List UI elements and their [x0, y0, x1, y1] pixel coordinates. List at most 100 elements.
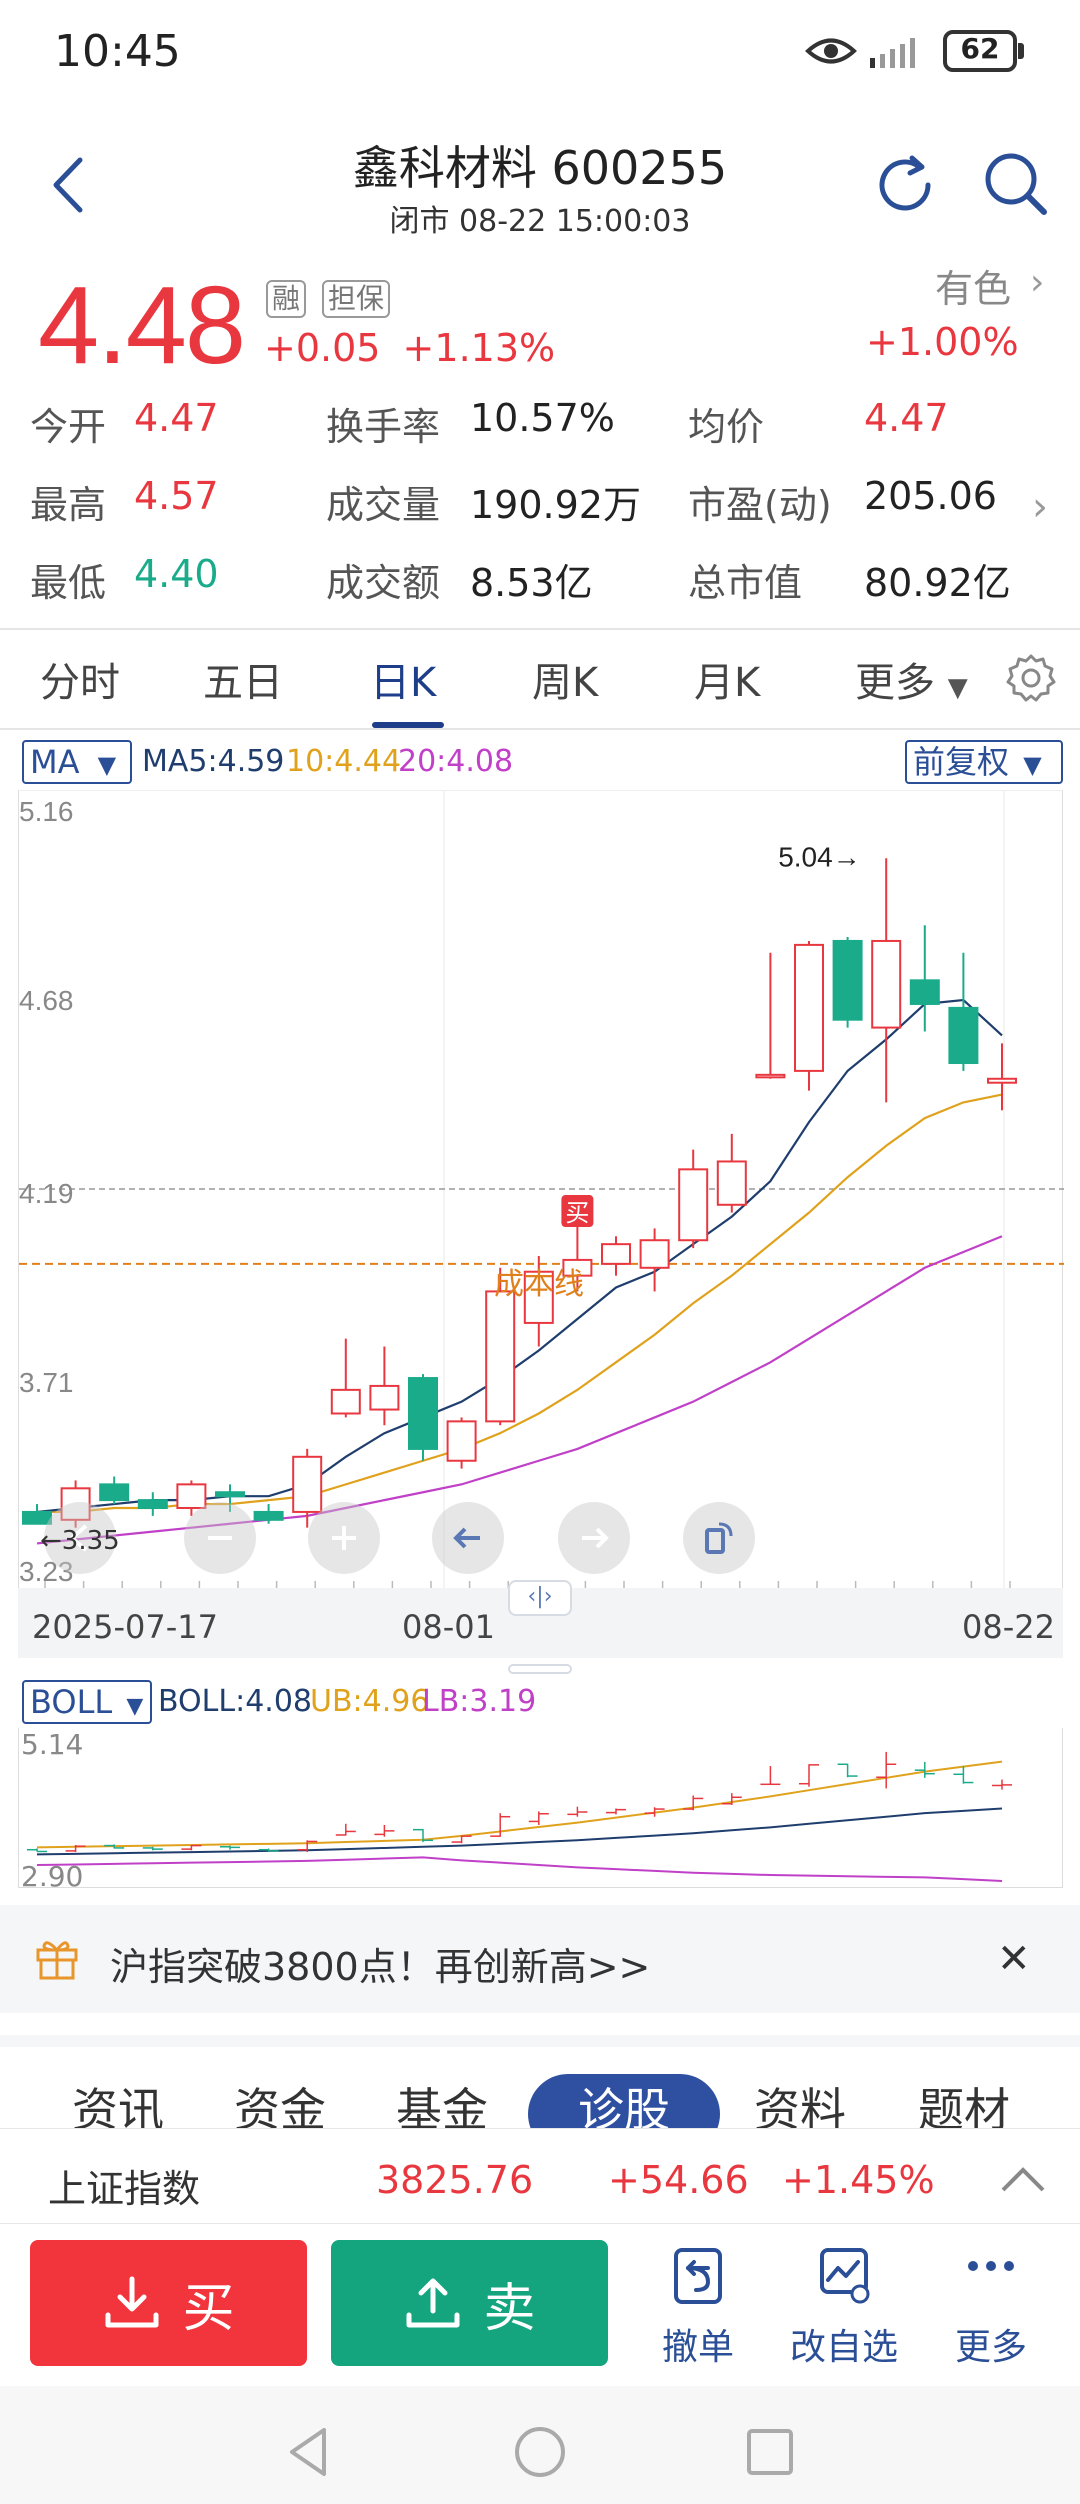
close-icon[interactable]: ✕ [997, 1936, 1031, 1982]
price-change-abs: +0.05 [264, 326, 381, 370]
candle-body [176, 1483, 207, 1509]
candle-body [408, 1377, 438, 1450]
quote-label: 最高 [30, 483, 107, 527]
index-ticker[interactable] [0, 2128, 1080, 2224]
tab-month-k[interactable]: 月K [694, 660, 761, 706]
drag-handle-icon[interactable]: ‹|› [508, 1580, 572, 1616]
cancel-order-button[interactable]: 撤单 [633, 2240, 763, 2368]
eye-icon [805, 36, 857, 66]
candle-body [215, 1491, 245, 1498]
candle-body [601, 1243, 631, 1265]
tab-five-day[interactable]: 五日 [203, 660, 283, 706]
ma-selector[interactable]: MA ▼ [22, 740, 132, 784]
chevron-right-icon[interactable]: › [1030, 262, 1045, 303]
signal-icon [868, 34, 928, 70]
candle-body [60, 1487, 91, 1521]
candle-body [446, 1420, 477, 1462]
quote-value: 190.92万 [470, 483, 641, 527]
chevron-right-icon[interactable]: › [1032, 484, 1048, 530]
subtab-funds-flow[interactable]: 资金 [234, 2083, 326, 2128]
more-button[interactable]: 更多 [926, 2240, 1056, 2368]
gear-icon[interactable] [1005, 652, 1057, 704]
date-mid: 08-01 [402, 1608, 495, 1646]
boll-mid-legend: BOLL:4.08 [158, 1684, 312, 1719]
current-price: 4.48 [38, 264, 246, 387]
ma5-line [36, 998, 1003, 1514]
index-change-pct: +1.45% [782, 2158, 935, 2202]
index-value: 3825.76 [376, 2158, 534, 2202]
quote-value: 205.06 [864, 474, 997, 518]
resize-handle[interactable] [508, 1664, 572, 1674]
upload-arrow-icon [406, 2278, 460, 2328]
cancel-order-label: 撤单 [661, 2327, 734, 2368]
edit-watchlist-button[interactable]: 改自选 [779, 2240, 909, 2368]
subtab-diagnosis[interactable]: 诊股 [578, 2083, 670, 2128]
index-name: 上证指数 [48, 2167, 201, 2211]
sell-button[interactable]: 卖 [331, 2240, 608, 2366]
indicator-selector[interactable]: BOLL ▼ [22, 1680, 152, 1724]
move-right-button[interactable] [558, 1502, 630, 1574]
buy-label: 买 [182, 2278, 235, 2339]
nav-back-icon[interactable] [280, 2422, 340, 2482]
section-separator [0, 2035, 1080, 2047]
sector-link[interactable]: 有色 [935, 267, 1012, 311]
rotate-screen-button[interactable] [683, 1502, 755, 1574]
kline-chart[interactable]: 5.16 4.68 4.19 3.71 3.23 5.04→ 买成本线 [18, 790, 1064, 1591]
gift-icon [34, 1936, 80, 1982]
subtab-news[interactable]: 资讯 [72, 2083, 164, 2128]
search-icon[interactable] [980, 148, 1052, 220]
zoom-in-button[interactable] [308, 1502, 380, 1574]
quote-label: 总市值 [688, 561, 803, 605]
status-bar: 10:45 62 [0, 0, 1080, 105]
caret-down-icon: ▼ [126, 1694, 144, 1719]
tab-intraday[interactable]: 分时 [40, 660, 120, 706]
y-tick-label: 5.16 [19, 796, 74, 827]
candle-body [832, 939, 863, 1021]
candle-body [562, 1258, 593, 1277]
subtab-fund[interactable]: 基金 [396, 2083, 488, 2128]
divider [0, 628, 1080, 630]
more-dots-icon [968, 2261, 1014, 2271]
promo-text[interactable]: 沪指突破3800点！再创新高>> [110, 1945, 651, 1989]
boll-svg: 5.142.90 [21, 1728, 1012, 1888]
indicator-selector-label: BOLL [30, 1683, 113, 1721]
low-price-marker: ←3.35 [40, 1526, 120, 1556]
quote-value: 80.92亿 [864, 561, 1011, 605]
battery-level: 62 [960, 32, 1000, 65]
tab-week-k[interactable]: 周K [532, 660, 599, 706]
y-tick-label: 4.68 [19, 985, 74, 1016]
subtab-profile[interactable]: 资料 [754, 2083, 846, 2128]
caret-down-icon: ▼ [97, 751, 117, 779]
move-left-button[interactable] [432, 1502, 504, 1574]
zoom-out-button[interactable] [184, 1502, 256, 1574]
tab-more[interactable]: 更多 ▼ [855, 650, 968, 708]
subtab-theme[interactable]: 题材 [918, 2083, 1010, 2128]
edit-watchlist-label: 改自选 [789, 2327, 898, 2368]
adjust-selector[interactable]: 前复权 ▼ [905, 740, 1063, 784]
candle-body [948, 1006, 979, 1065]
scroll-left-end-button[interactable] [44, 1502, 116, 1574]
boll-upper-legend: UB:4.96 [310, 1684, 430, 1719]
promo-banner[interactable] [0, 1905, 1080, 2013]
candle-body [678, 1168, 709, 1242]
boll-lower-line [36, 1856, 1003, 1882]
refresh-icon[interactable] [870, 150, 940, 220]
chevron-up-icon[interactable] [998, 2160, 1048, 2200]
candle-body [330, 1388, 361, 1415]
date-end: 08-22 [962, 1608, 1055, 1646]
candle-body [987, 1077, 1017, 1084]
quote-label: 均价 [688, 405, 765, 449]
index-change: +54.66 [608, 2158, 749, 2202]
y-tick-label: 3.71 [19, 1367, 74, 1398]
ma5-legend: MA5:4.59 [142, 744, 285, 779]
tab-day-k[interactable]: 日K [370, 660, 437, 706]
price-change-pct: +1.13% [402, 326, 556, 370]
battery-icon: 62 [943, 30, 1025, 72]
market-status: 闭市 08-22 15:00:03 [389, 204, 691, 239]
nav-home-icon[interactable] [510, 2422, 570, 2482]
boll-chart[interactable]: 5.14 2.90 [18, 1728, 1063, 1888]
back-icon[interactable] [40, 150, 96, 220]
nav-recents-icon[interactable] [740, 2422, 800, 2482]
buy-button[interactable]: 买 [30, 2240, 307, 2366]
